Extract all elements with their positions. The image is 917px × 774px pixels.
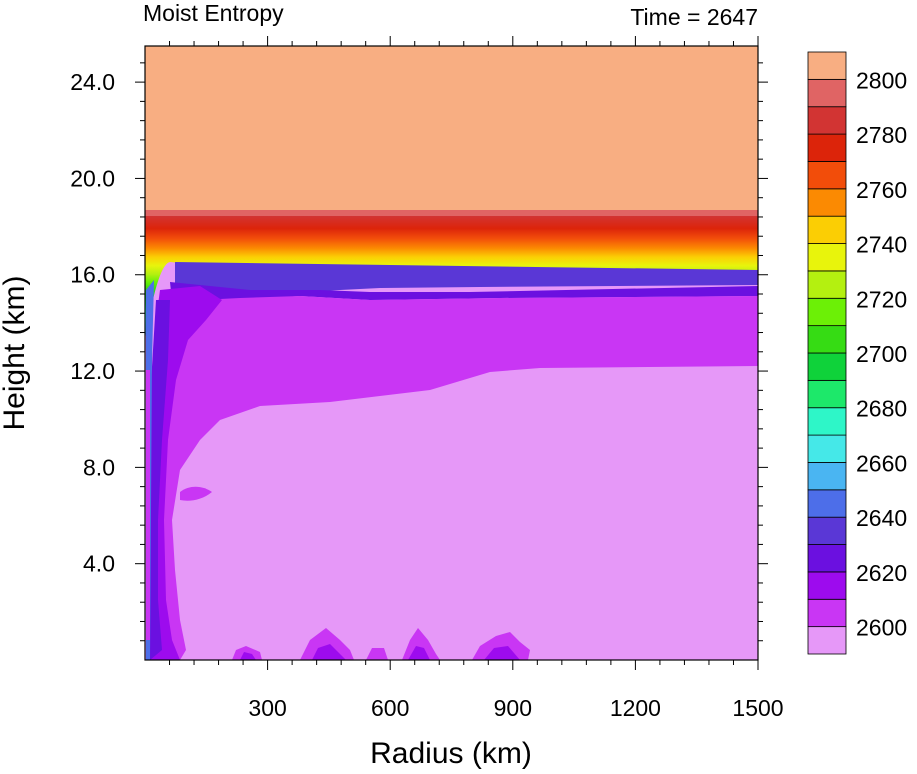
upper-troposphere-magenta (158, 296, 758, 660)
colorbar-label: 2660 (856, 450, 907, 476)
colorbar: 2600 2620 2640 2660 2680 2700 2720 2740 2760 2780… (807, 51, 907, 655)
x-tick-label: 1200 (610, 695, 661, 721)
colorbar-swatch (807, 571, 847, 600)
y-tick-label: 20.0 (70, 165, 115, 191)
eye-column-core (146, 370, 150, 640)
stratosphere-region (145, 46, 758, 214)
upper-violet-layer (170, 282, 758, 330)
chart-title-left: Moist Entropy (143, 0, 284, 26)
y-axis: 4.0 8.0 12.0 16.0 20.0 24.0 (70, 62, 768, 642)
x-axis-label: Radius (km) (370, 737, 532, 770)
colorbar-swatch (807, 106, 847, 135)
colorbar-label: 2640 (856, 505, 907, 531)
colorbar-label: 2780 (856, 122, 907, 148)
y-tick-label: 16.0 (70, 262, 115, 288)
colorbar-swatch (807, 407, 847, 436)
tropopause-band-top (145, 210, 758, 218)
upper-blue-layer (175, 262, 758, 306)
colorbar-label: 2720 (856, 286, 907, 312)
colorbar-label: 2800 (856, 67, 907, 93)
x-tick-label: 300 (248, 695, 286, 721)
colorbar-swatch (807, 352, 847, 381)
colorbar-swatch (807, 78, 847, 108)
colorbar-swatch (807, 462, 847, 491)
y-tick-label: 4.0 (83, 551, 115, 577)
plot-frame (144, 45, 759, 661)
x-tick-label: 600 (371, 695, 409, 721)
y-axis-label: Height (km) (0, 275, 31, 430)
colorbar-swatch (807, 598, 847, 628)
colorbar-swatch (807, 270, 847, 299)
colorbar-swatch (807, 133, 847, 162)
x-tick-label: 1500 (732, 695, 783, 721)
tropopause-gradient-band (145, 216, 758, 340)
surface-cells (232, 628, 530, 660)
colorbar-swatch (807, 51, 847, 80)
colorbar-swatch (807, 379, 847, 409)
colorbar-swatch (807, 188, 847, 217)
colorbar-swatch (807, 626, 847, 655)
x-tick-label: 900 (494, 695, 532, 721)
y-tick-label: 24.0 (70, 69, 115, 95)
colorbar-swatch (807, 516, 847, 545)
colorbar-swatch (807, 325, 847, 354)
colorbar-label: 2600 (856, 615, 907, 641)
colorbar-swatch (807, 161, 847, 190)
plot-area (145, 46, 758, 660)
colorbar-swatch (807, 489, 847, 518)
eyewall-indigo (148, 300, 170, 660)
y-tick-label: 12.0 (70, 358, 115, 384)
mid-level-intrusion (180, 486, 212, 501)
colorbar-swatch (807, 297, 847, 327)
chart-title-right: Time = 2647 (630, 4, 758, 30)
y-tick-label: 8.0 (83, 454, 115, 480)
colorbar-label: 2620 (856, 560, 907, 586)
colorbar-swatch (807, 215, 847, 244)
inner-core-violet (150, 286, 222, 660)
colorbar-swatch (807, 243, 847, 272)
colorbar-swatch (807, 544, 847, 573)
colorbar-label: 2760 (856, 177, 907, 203)
colorbar-label: 2680 (856, 396, 907, 422)
colorbar-label: 2700 (856, 341, 907, 367)
colorbar-swatch (807, 434, 847, 463)
x-axis: 300 600 900 1200 1500 (169, 36, 784, 721)
colorbar-label: 2740 (856, 232, 907, 258)
